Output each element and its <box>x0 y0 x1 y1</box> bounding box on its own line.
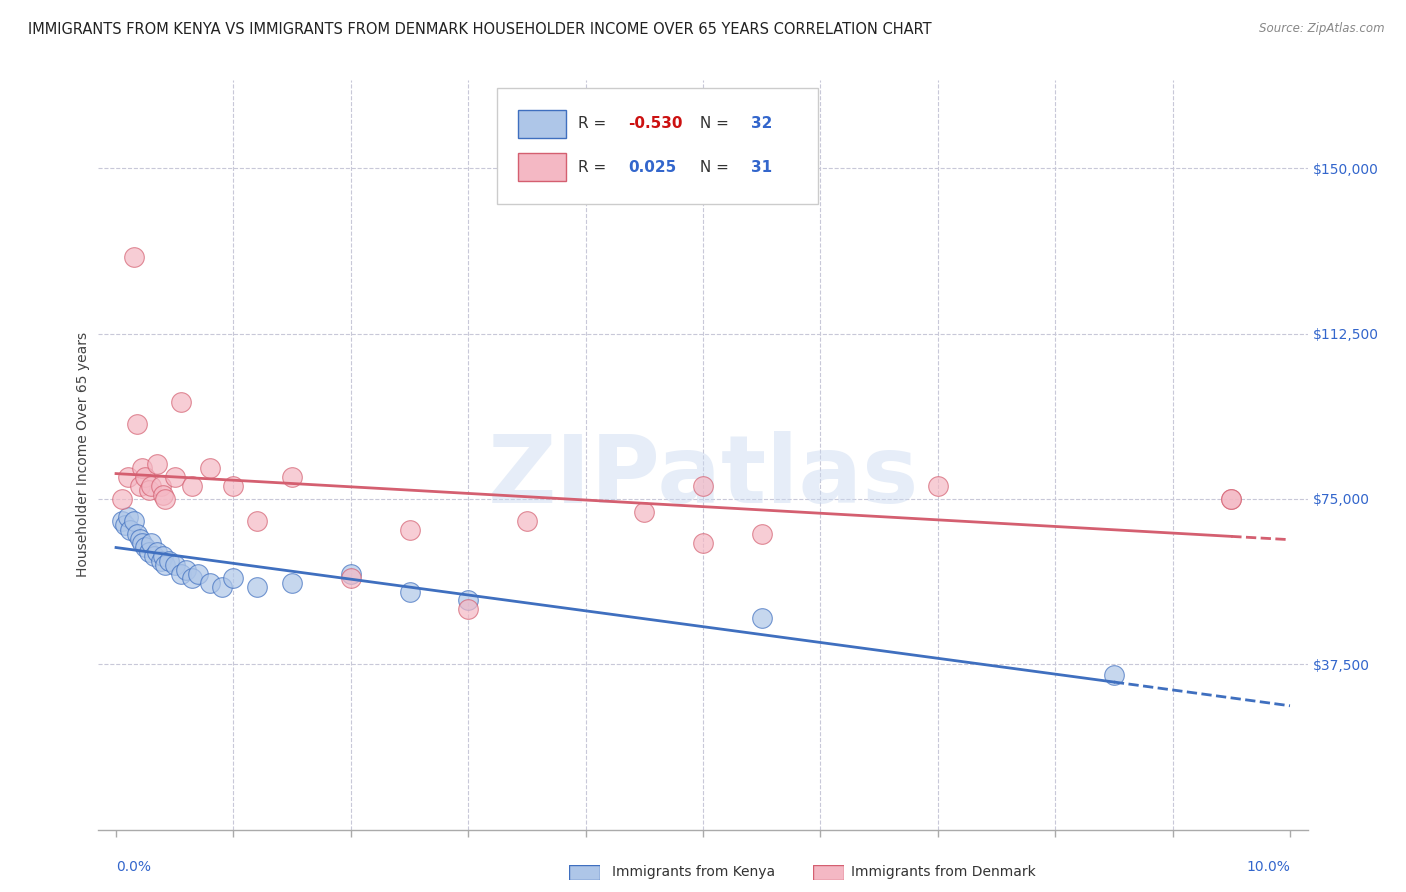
Point <box>181 571 204 585</box>
Point <box>127 417 149 431</box>
Point <box>138 483 160 498</box>
Point <box>155 558 177 573</box>
Point <box>117 509 139 524</box>
Point <box>340 571 363 585</box>
Text: R =: R = <box>578 160 616 175</box>
Point <box>633 505 655 519</box>
Point <box>457 602 479 616</box>
Text: IMMIGRANTS FROM KENYA VS IMMIGRANTS FROM DENMARK HOUSEHOLDER INCOME OVER 65 YEAR: IMMIGRANTS FROM KENYA VS IMMIGRANTS FROM… <box>28 22 932 37</box>
Point <box>127 527 149 541</box>
Point <box>128 479 150 493</box>
Point <box>398 523 420 537</box>
Point <box>149 554 172 568</box>
Point <box>198 575 221 590</box>
Point <box>122 250 145 264</box>
Text: Immigrants from Kenya: Immigrants from Kenya <box>612 865 775 880</box>
Point <box>1102 668 1125 682</box>
Point <box>152 487 174 501</box>
Point <box>246 580 269 594</box>
Text: 0.025: 0.025 <box>628 160 676 175</box>
Point <box>134 470 156 484</box>
Text: 32: 32 <box>751 116 773 131</box>
Point <box>340 566 363 581</box>
Point <box>927 479 949 493</box>
Point <box>211 580 233 594</box>
Point <box>141 479 163 493</box>
Text: -0.530: -0.530 <box>628 116 682 131</box>
Point <box>222 571 245 585</box>
Text: ZIPatlas: ZIPatlas <box>488 432 918 524</box>
Point <box>692 536 714 550</box>
Point <box>141 536 163 550</box>
Point <box>751 527 773 541</box>
Point <box>131 461 153 475</box>
Point <box>516 514 538 528</box>
Point <box>398 584 420 599</box>
Point <box>134 541 156 555</box>
Point <box>157 554 180 568</box>
Point <box>176 562 198 576</box>
Y-axis label: Householder Income Over 65 years: Householder Income Over 65 years <box>76 333 90 577</box>
Point <box>155 491 177 506</box>
Point <box>111 514 134 528</box>
Point <box>181 479 204 493</box>
Point <box>751 611 773 625</box>
Point <box>198 461 221 475</box>
Point <box>120 523 142 537</box>
Text: Immigrants from Denmark: Immigrants from Denmark <box>851 865 1035 880</box>
Point <box>149 479 172 493</box>
Point <box>281 575 304 590</box>
Point <box>114 518 136 533</box>
Text: Source: ZipAtlas.com: Source: ZipAtlas.com <box>1260 22 1385 36</box>
Point <box>1220 491 1243 506</box>
Point <box>122 514 145 528</box>
Text: 0.0%: 0.0% <box>117 860 150 874</box>
Point <box>131 536 153 550</box>
Point <box>117 470 139 484</box>
Point <box>281 470 304 484</box>
FancyBboxPatch shape <box>517 153 567 181</box>
Text: R =: R = <box>578 116 612 131</box>
Point <box>138 545 160 559</box>
Text: N =: N = <box>695 116 734 131</box>
Text: N =: N = <box>695 160 734 175</box>
Point <box>169 395 191 409</box>
Point <box>246 514 269 528</box>
FancyBboxPatch shape <box>517 110 567 138</box>
Point <box>222 479 245 493</box>
Point <box>111 491 134 506</box>
Point <box>1220 491 1243 506</box>
FancyBboxPatch shape <box>498 87 818 204</box>
Text: 31: 31 <box>751 160 772 175</box>
Point <box>146 545 169 559</box>
Point <box>142 549 165 564</box>
Point <box>692 479 714 493</box>
Point <box>457 593 479 607</box>
Point <box>169 566 191 581</box>
Point <box>146 457 169 471</box>
Text: 10.0%: 10.0% <box>1246 860 1289 874</box>
Point <box>152 549 174 564</box>
Point <box>163 470 186 484</box>
Point <box>128 532 150 546</box>
Point <box>187 566 209 581</box>
Point <box>163 558 186 573</box>
